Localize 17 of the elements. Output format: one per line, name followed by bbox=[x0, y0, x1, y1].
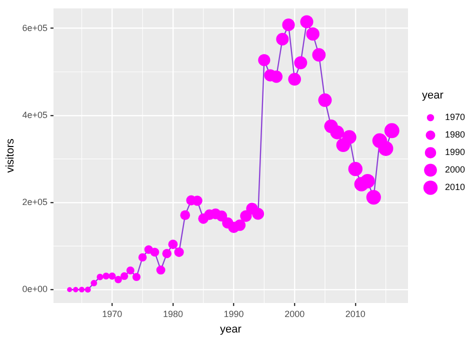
legend-label: 2010 bbox=[445, 182, 466, 192]
x-axis-title: year bbox=[220, 323, 242, 336]
y-axis-title: visitors bbox=[4, 138, 17, 173]
legend-label: 2000 bbox=[445, 164, 466, 175]
x-tick-label: 2000 bbox=[284, 308, 305, 319]
x-tick-label: 1980 bbox=[162, 308, 183, 319]
legend-label: 1980 bbox=[445, 130, 466, 140]
legend-label: 1990 bbox=[445, 147, 466, 158]
y-tick-label: 4e+05 bbox=[22, 110, 48, 120]
x-tick-label: 1970 bbox=[102, 308, 122, 319]
y-tick-label: 0e+00 bbox=[22, 284, 48, 294]
x-tick-label: 2010 bbox=[345, 308, 366, 319]
x-tick-label: 1990 bbox=[224, 308, 244, 319]
y-tick-label: 6e+05 bbox=[22, 22, 48, 33]
y-tick-label: 2e+05 bbox=[22, 197, 48, 207]
legend-title: year bbox=[422, 90, 444, 102]
legend-label: 1970 bbox=[445, 112, 466, 122]
